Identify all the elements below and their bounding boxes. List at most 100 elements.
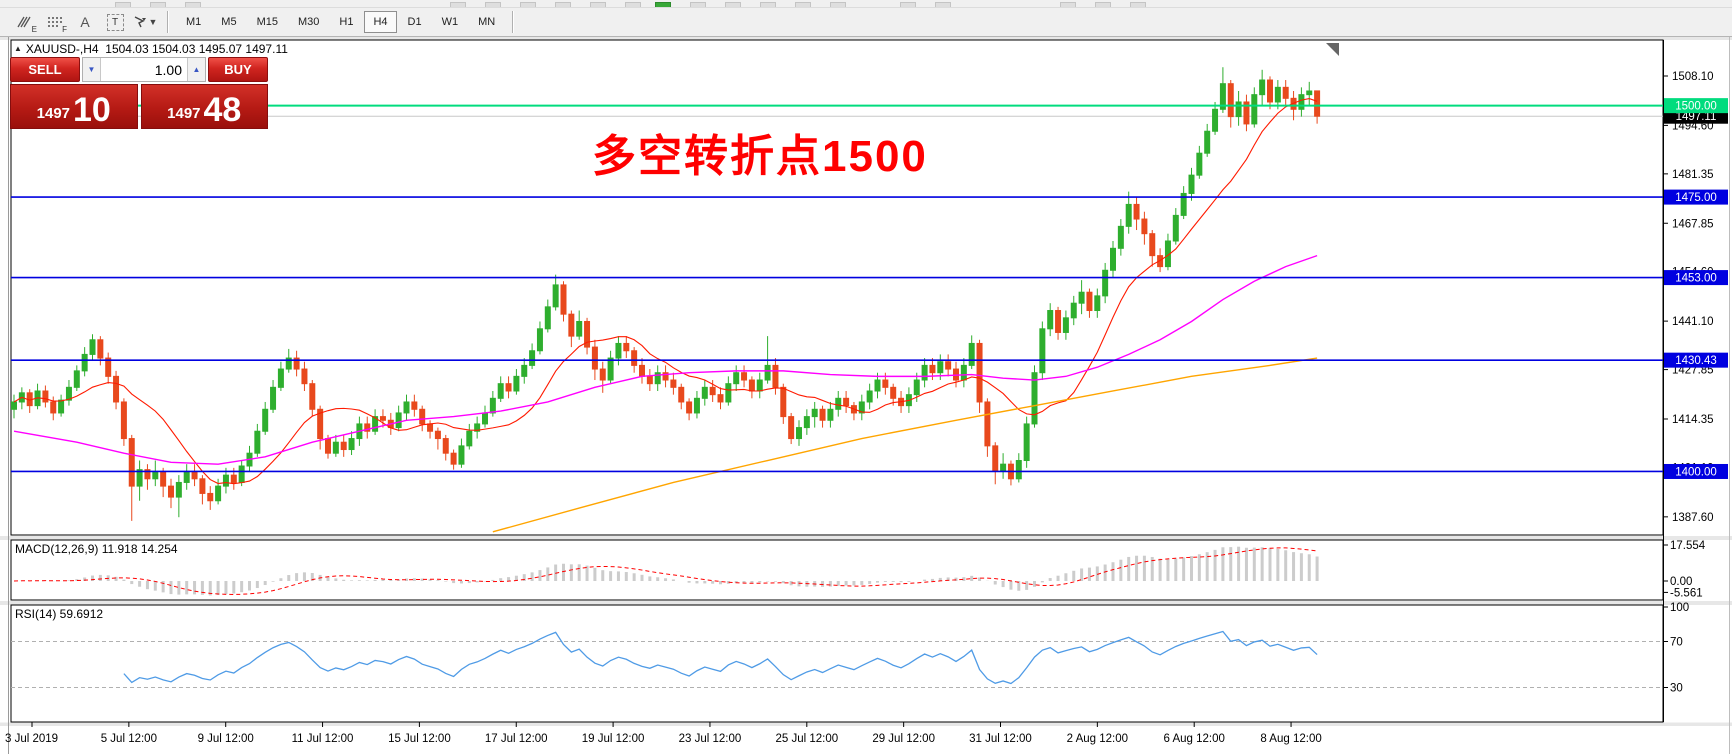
trade-panel-price-row: 1497 10 1497 48	[10, 84, 268, 129]
svg-text:1467.85: 1467.85	[1672, 218, 1714, 230]
svg-text:0.00: 0.00	[1670, 576, 1692, 588]
volume-decrease-button[interactable]: ▼	[83, 58, 101, 81]
svg-text:100: 100	[1670, 602, 1689, 614]
symbol-period-label: XAUUSD-,H4	[25, 42, 99, 56]
svg-text:1508.10: 1508.10	[1672, 71, 1714, 83]
timeframe-button-M5[interactable]: M5	[221, 16, 237, 28]
panel-borders	[10, 39, 1664, 723]
clipped-toolbar-row	[0, 0, 1732, 8]
svg-text:1441.10: 1441.10	[1672, 316, 1714, 328]
rsi-label: RSI(14) 59.6912	[15, 607, 104, 621]
shapes-cursor-icon	[134, 16, 146, 28]
toolbar-fragment	[555, 2, 571, 7]
svg-text:25 Jul 12:00: 25 Jul 12:00	[775, 733, 838, 745]
collapse-triangle-icon[interactable]: ▲	[14, 44, 22, 53]
svg-text:-5.561: -5.561	[1670, 587, 1703, 599]
chart-text-annotation: 多空转折点1500	[592, 132, 928, 181]
toolbar-separator	[167, 11, 169, 33]
buy-price-display[interactable]: 1497 48	[140, 84, 268, 129]
svg-text:6 Aug 12:00: 6 Aug 12:00	[1163, 733, 1224, 745]
timeframe-button-M15[interactable]: M15	[256, 16, 278, 28]
svg-text:19 Jul 12:00: 19 Jul 12:00	[582, 733, 645, 745]
toolbar-fragment	[795, 2, 811, 7]
volume-stepper: ▼ 1.00 ▲	[82, 57, 206, 82]
svg-text:1475.00: 1475.00	[1675, 192, 1717, 204]
svg-text:1430.43: 1430.43	[1675, 355, 1717, 367]
svg-text:3 Jul 2019: 3 Jul 2019	[5, 733, 58, 745]
sell-price-major: 1497	[36, 105, 71, 122]
buy-button[interactable]: BUY	[208, 57, 268, 82]
svg-text:23 Jul 12:00: 23 Jul 12:00	[679, 733, 742, 745]
volume-input[interactable]: 1.00	[154, 61, 182, 78]
chart-toolbar: E F A T ▼ M1 M5 M15 M30 H1 H4 D	[0, 8, 1732, 37]
timeframe-button-W1[interactable]: W1	[441, 16, 459, 28]
toolbar-fragment	[520, 2, 536, 7]
ohlc-values: 1504.03 1504.03 1495.07 1497.11	[105, 42, 288, 56]
svg-text:5 Jul 12:00: 5 Jul 12:00	[101, 733, 157, 745]
toolbar-fragment	[485, 2, 501, 7]
toolbar-fragment	[830, 2, 846, 7]
toolbar-fragment	[1095, 2, 1111, 7]
fibonacci-grid-icon	[48, 17, 62, 27]
buy-price-major: 1497	[167, 105, 201, 122]
timeframe-button-H1[interactable]: H1	[339, 16, 354, 28]
svg-text:11 Jul 12:00: 11 Jul 12:00	[292, 733, 354, 745]
svg-text:2 Aug 12:00: 2 Aug 12:00	[1067, 733, 1128, 745]
timeframe-button-MN[interactable]: MN	[478, 16, 496, 28]
toolbar-fragment	[625, 2, 641, 7]
toolbar-fragment	[450, 2, 466, 7]
svg-text:1497.11: 1497.11	[1676, 111, 1717, 123]
svg-text:1500.00: 1500.00	[1675, 101, 1717, 113]
toolbar-separator	[512, 11, 515, 33]
text-tool-button[interactable]: A	[72, 10, 98, 34]
trade-panel-top-row: SELL ▼ 1.00 ▲ BUY	[10, 57, 268, 82]
toolbar-fragment	[115, 2, 131, 7]
volume-increase-button[interactable]: ▲	[187, 58, 205, 81]
timeframe-button-H4[interactable]: H4	[364, 11, 397, 33]
svg-text:17 Jul 12:00: 17 Jul 12:00	[485, 733, 548, 745]
sell-price-display[interactable]: 1497 10	[10, 84, 138, 129]
svg-text:29 Jul 12:00: 29 Jul 12:00	[872, 733, 935, 745]
shapes-tool-button[interactable]: ▼	[132, 10, 158, 34]
svg-text:1400.00: 1400.00	[1675, 466, 1717, 478]
text-box-icon: T	[106, 13, 124, 31]
chart-shift-marker[interactable]	[1326, 43, 1339, 56]
toolbar-fragment	[590, 2, 606, 7]
price-axis[interactable]: 1508.101494.601481.351467.851454.601441.…	[1663, 40, 1728, 722]
toolbar-fragment	[150, 2, 166, 7]
toolbar-fragment-green	[655, 2, 671, 7]
toolbar-fragment	[185, 2, 201, 7]
text-box-tool-button[interactable]: T	[102, 10, 128, 34]
indicator-axes: 17.554 0.00-5.561 100 70 30	[1663, 540, 1706, 695]
macd-indicator	[13, 546, 1319, 596]
rsi-indicator	[11, 630, 1663, 688]
svg-text:70: 70	[1670, 637, 1683, 649]
elliott-wave-tool-button[interactable]: E	[12, 10, 38, 34]
svg-text:8 Aug 12:00: 8 Aug 12:00	[1260, 733, 1321, 745]
svg-text:1414.35: 1414.35	[1672, 414, 1714, 426]
sell-button[interactable]: SELL	[10, 57, 80, 82]
chart-title: ▲ XAUUSD-,H4 1504.03 1504.03 1495.07 1497…	[14, 42, 288, 56]
svg-text:1453.00: 1453.00	[1675, 273, 1717, 285]
timeframe-button-M30[interactable]: M30	[297, 16, 320, 28]
time-axis[interactable]: 3 Jul 2019 5 Jul 12:00 9 Jul 12:00 11 Jul 1…	[5, 722, 1322, 745]
fibonacci-tool-button[interactable]: F	[42, 10, 68, 34]
elliott-wave-icon	[17, 16, 31, 28]
tool-sub-label: F	[62, 25, 67, 34]
sell-price-minor: 10	[73, 91, 111, 129]
one-click-trading-panel: SELL ▼ 1.00 ▲ BUY 1497 10 1497 48	[10, 57, 268, 129]
timeframe-button-D1[interactable]: D1	[407, 16, 422, 28]
svg-text:31 Jul 12:00: 31 Jul 12:00	[969, 733, 1032, 745]
horizontal-level-lines[interactable]	[11, 104, 1663, 473]
buy-price-minor: 48	[203, 91, 242, 129]
svg-text:1481.35: 1481.35	[1672, 169, 1714, 181]
svg-text:17.554: 17.554	[1670, 540, 1706, 552]
timeframe-button-M1[interactable]: M1	[186, 16, 202, 28]
svg-text:15 Jul 12:00: 15 Jul 12:00	[388, 733, 451, 745]
svg-text:9 Jul 12:00: 9 Jul 12:00	[198, 733, 254, 745]
toolbar-fragment	[690, 2, 706, 7]
timeframe-toolbar: M1 M5 M15 M30 H1 H4 D1 W1 MN	[176, 11, 505, 33]
chevron-down-icon: ▼	[148, 17, 158, 27]
